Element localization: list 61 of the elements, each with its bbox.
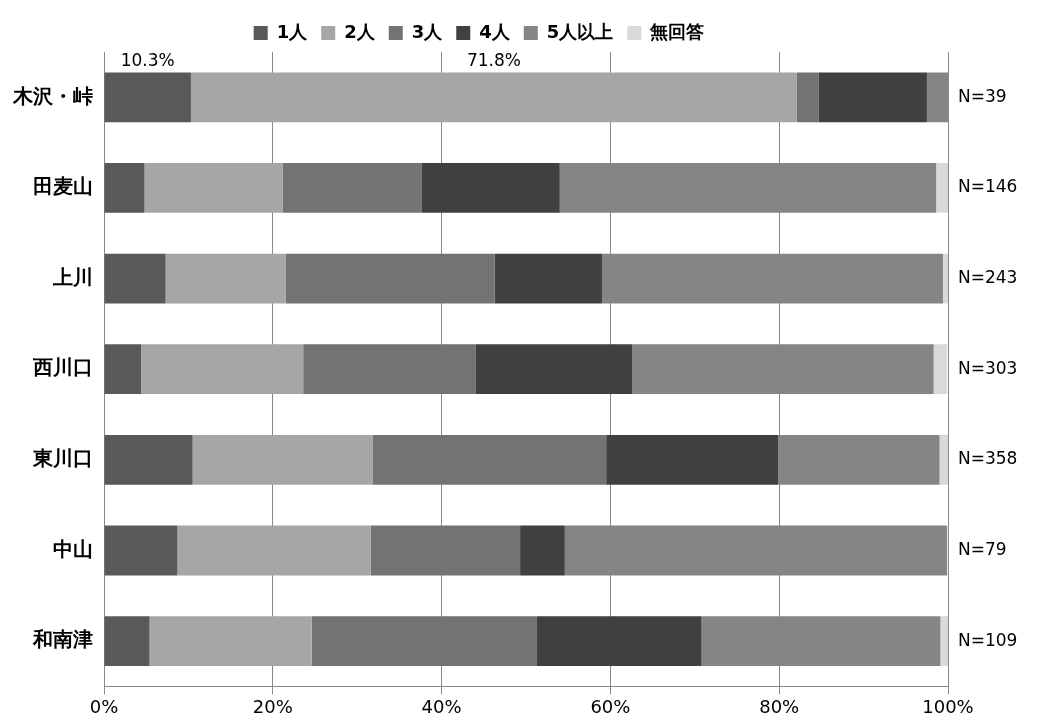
bar: [933, 344, 948, 395]
bar: [940, 616, 948, 667]
bar: [104, 344, 142, 395]
y-tick-label: 木沢・峠: [12, 83, 93, 108]
bar: [165, 253, 286, 304]
bar: [494, 253, 602, 304]
legend-label: 5人以上: [546, 20, 614, 42]
bar: [939, 434, 948, 485]
bar: [818, 72, 927, 123]
bar: [104, 616, 150, 667]
bar: [104, 434, 193, 485]
text: N=146: [958, 176, 1018, 197]
bar: [149, 616, 312, 667]
bar: [796, 72, 819, 123]
bar: [606, 434, 779, 485]
text: N=109: [958, 629, 1018, 650]
x-tick-label: 20%: [252, 695, 293, 717]
data-label: 10.3%: [120, 50, 175, 71]
bar: [520, 525, 565, 576]
x-tick-label: 80%: [759, 695, 800, 717]
bar: [421, 163, 560, 213]
bar: [104, 72, 191, 123]
x-tick-label: 0%: [89, 695, 119, 717]
bar: [104, 163, 145, 213]
x-tick-label: 100%: [922, 695, 974, 717]
x-tick-label: 40%: [421, 695, 462, 717]
y-tick-label: 東川口: [32, 446, 93, 471]
legend-label: 4人: [479, 20, 511, 42]
bar: [942, 253, 948, 304]
bar: [282, 163, 422, 213]
bar: [104, 525, 178, 576]
legend-label: 2人: [344, 20, 376, 42]
bar: [303, 344, 476, 395]
text: N=79: [958, 538, 1007, 559]
y-tick-label: 中山: [53, 536, 93, 561]
bar: [285, 253, 495, 304]
text: N=243: [958, 266, 1018, 287]
bar: [141, 344, 304, 395]
text: N=39: [958, 85, 1007, 106]
bar: [372, 434, 607, 485]
y-tick-label: 上川: [52, 264, 93, 289]
legend-label: 3人: [411, 20, 444, 42]
y-tick-label: 和南津: [32, 627, 93, 652]
bar: [370, 525, 521, 576]
y-tick-label: 西川口: [32, 355, 93, 380]
data-label: 71.8%: [466, 50, 521, 71]
bar: [475, 344, 633, 395]
bar: [311, 616, 537, 667]
bar: [104, 253, 166, 304]
legend-label: 1人: [276, 20, 309, 42]
bar: [192, 434, 373, 485]
bar: [536, 616, 702, 667]
bar: [144, 163, 283, 213]
text: N=358: [958, 448, 1018, 469]
legend-label: 無回答: [649, 20, 705, 42]
y-tick-label: 田麦山: [33, 174, 93, 199]
bar: [190, 72, 797, 123]
bar: [936, 163, 948, 213]
text: N=303: [958, 357, 1018, 378]
x-tick-label: 60%: [590, 695, 631, 717]
bar: [177, 525, 371, 576]
